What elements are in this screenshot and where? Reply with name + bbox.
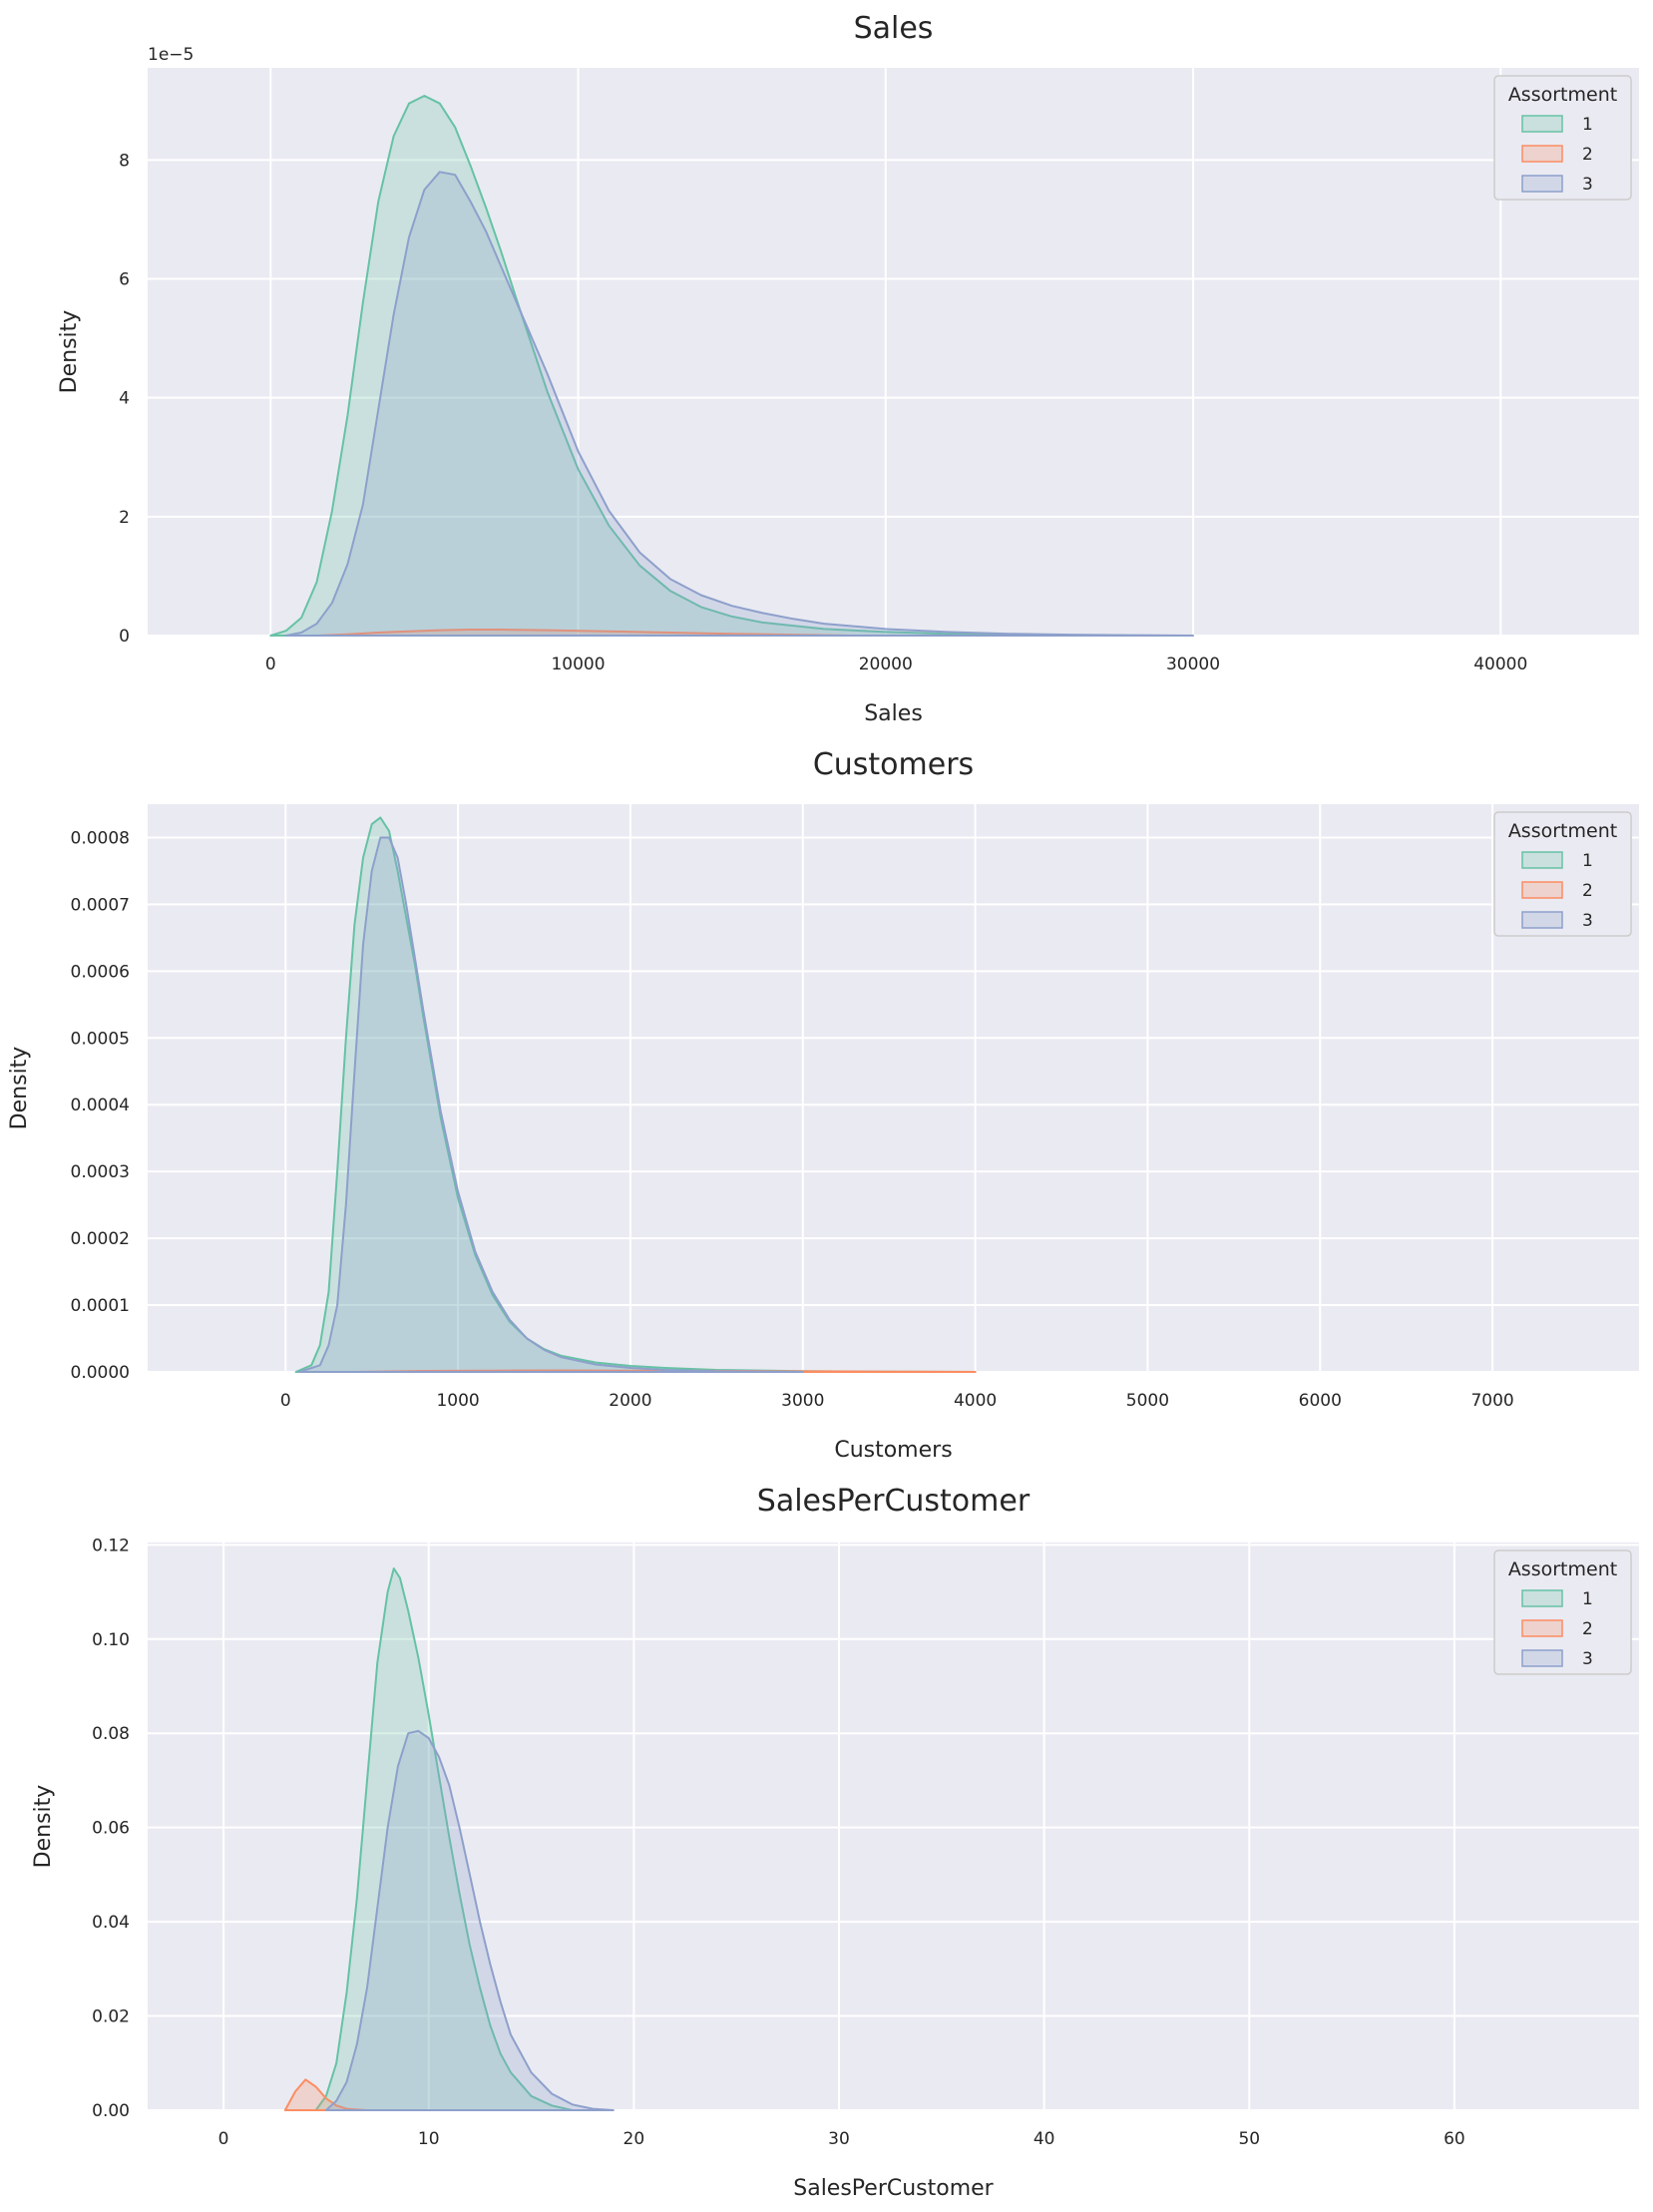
x-tick-label: 40000 bbox=[1473, 655, 1527, 674]
x-tick-label: 30000 bbox=[1166, 655, 1220, 674]
x-tick-label: 40 bbox=[1033, 2129, 1055, 2149]
y-offset-label: 1e−5 bbox=[148, 45, 194, 65]
y-tick-label: 0.0007 bbox=[71, 895, 130, 915]
y-tick-label: 0 bbox=[119, 627, 130, 647]
legend-title: Assortment bbox=[1508, 1558, 1617, 1580]
y-tick-label: 0.02 bbox=[92, 2007, 130, 2027]
y-tick-label: 0.0000 bbox=[71, 1363, 130, 1383]
panel-2: 0 1000 2000 3000 4000 5000 6000 7000 0.0000 0.000… bbox=[7, 747, 1639, 1463]
y-tick-label: 0.0006 bbox=[71, 962, 130, 982]
legend-label-3: 3 bbox=[1582, 911, 1593, 931]
y-tick-label: 0.0005 bbox=[71, 1029, 130, 1049]
legend-swatch-3 bbox=[1521, 911, 1563, 929]
x-axis-label: Sales bbox=[864, 701, 923, 726]
x-tick-label: 30 bbox=[828, 2129, 850, 2149]
legend-title: Assortment bbox=[1508, 84, 1617, 106]
legend-label-1: 1 bbox=[1582, 115, 1593, 135]
legend-swatch-3 bbox=[1521, 1649, 1563, 1667]
kde-series-1 bbox=[294, 816, 977, 1373]
panel-1: 0 10000 20000 30000 40000 0 2 4 6 8 1e−5 Sales Sales… bbox=[57, 11, 1639, 726]
y-axis-label: Density bbox=[7, 1047, 32, 1130]
kde-series-3 bbox=[298, 836, 804, 1373]
legend-swatch-2 bbox=[1521, 881, 1563, 899]
x-tick-label: 60 bbox=[1444, 2129, 1465, 2149]
y-tick-label: 0.0004 bbox=[71, 1096, 130, 1115]
legend-swatch-1 bbox=[1521, 851, 1563, 869]
y-tick-label: 0.0003 bbox=[71, 1162, 130, 1182]
legend-frame bbox=[1493, 1549, 1632, 1675]
y-tick-label: 0.0002 bbox=[71, 1229, 130, 1249]
chart-title: SalesPerCustomer bbox=[757, 1484, 1031, 1519]
x-tick-label: 50 bbox=[1238, 2129, 1260, 2149]
y-tick-label: 0.10 bbox=[92, 1630, 130, 1650]
x-tick-label: 10000 bbox=[551, 655, 605, 674]
legend-label-3: 3 bbox=[1582, 175, 1593, 195]
legend-frame bbox=[1493, 811, 1632, 937]
plot-area bbox=[148, 804, 1639, 1372]
legend: Assortment 1 2 3 bbox=[1493, 811, 1632, 937]
x-tick-label: 4000 bbox=[954, 1391, 997, 1411]
legend-label-3: 3 bbox=[1582, 1649, 1593, 1669]
y-tick-label: 4 bbox=[119, 389, 130, 409]
legend-label-1: 1 bbox=[1582, 1589, 1593, 1609]
panel-3: 0 10 20 30 40 50 60 0.00 0.02 0.04 0.06 0.08 0.10 0.1… bbox=[31, 1484, 1639, 2201]
legend-label-2: 2 bbox=[1582, 145, 1593, 165]
x-axis-label: Customers bbox=[834, 1438, 952, 1463]
legend-swatch-2 bbox=[1521, 1619, 1563, 1637]
y-tick-label: 0.04 bbox=[92, 1913, 130, 1933]
legend-title: Assortment bbox=[1508, 820, 1617, 842]
x-tick-label: 7000 bbox=[1470, 1391, 1513, 1411]
x-tick-label: 0 bbox=[265, 655, 276, 674]
kde-series-2 bbox=[315, 629, 856, 637]
legend-swatch-2 bbox=[1521, 145, 1563, 163]
kde-series-3 bbox=[324, 1729, 615, 2111]
y-tick-label: 0.00 bbox=[92, 2101, 130, 2121]
x-tick-label: 5000 bbox=[1126, 1391, 1169, 1411]
y-tick-label: 0.0001 bbox=[71, 1296, 130, 1316]
legend-swatch-1 bbox=[1521, 1589, 1563, 1607]
y-axis-label: Density bbox=[31, 1785, 56, 1869]
y-axis-label: Density bbox=[57, 310, 82, 394]
legend: Assortment 1 2 3 bbox=[1493, 1549, 1632, 1675]
kde-series-3 bbox=[284, 171, 1194, 637]
y-tick-label: 0.0008 bbox=[71, 828, 130, 848]
legend-swatch-1 bbox=[1521, 115, 1563, 133]
kde-series-1 bbox=[314, 1567, 574, 2111]
plot-area bbox=[148, 68, 1639, 636]
x-tick-label: 1000 bbox=[436, 1391, 479, 1411]
x-tick-label: 0 bbox=[218, 2129, 229, 2149]
x-tick-label: 0 bbox=[280, 1391, 291, 1411]
legend-frame bbox=[1493, 75, 1632, 201]
legend-label-2: 2 bbox=[1582, 1619, 1593, 1639]
y-tick-label: 8 bbox=[119, 151, 130, 171]
chart-title: Sales bbox=[854, 11, 934, 46]
chart-title: Customers bbox=[813, 747, 974, 782]
x-tick-label: 2000 bbox=[609, 1391, 651, 1411]
x-tick-label: 20 bbox=[623, 2129, 645, 2149]
x-tick-label: 6000 bbox=[1299, 1391, 1342, 1411]
y-tick-label: 0.06 bbox=[92, 1819, 130, 1839]
x-tick-label: 3000 bbox=[781, 1391, 824, 1411]
y-tick-label: 6 bbox=[119, 270, 130, 290]
x-tick-label: 10 bbox=[418, 2129, 440, 2149]
y-tick-label: 0.12 bbox=[92, 1536, 130, 1555]
legend-label-2: 2 bbox=[1582, 881, 1593, 901]
legend-label-1: 1 bbox=[1582, 851, 1593, 871]
legend: Assortment 1 2 3 bbox=[1493, 75, 1632, 201]
y-tick-label: 0.08 bbox=[92, 1724, 130, 1744]
legend-swatch-3 bbox=[1521, 175, 1563, 193]
y-tick-label: 2 bbox=[119, 508, 130, 528]
x-tick-label: 20000 bbox=[859, 655, 913, 674]
x-axis-label: SalesPerCustomer bbox=[793, 2176, 994, 2201]
